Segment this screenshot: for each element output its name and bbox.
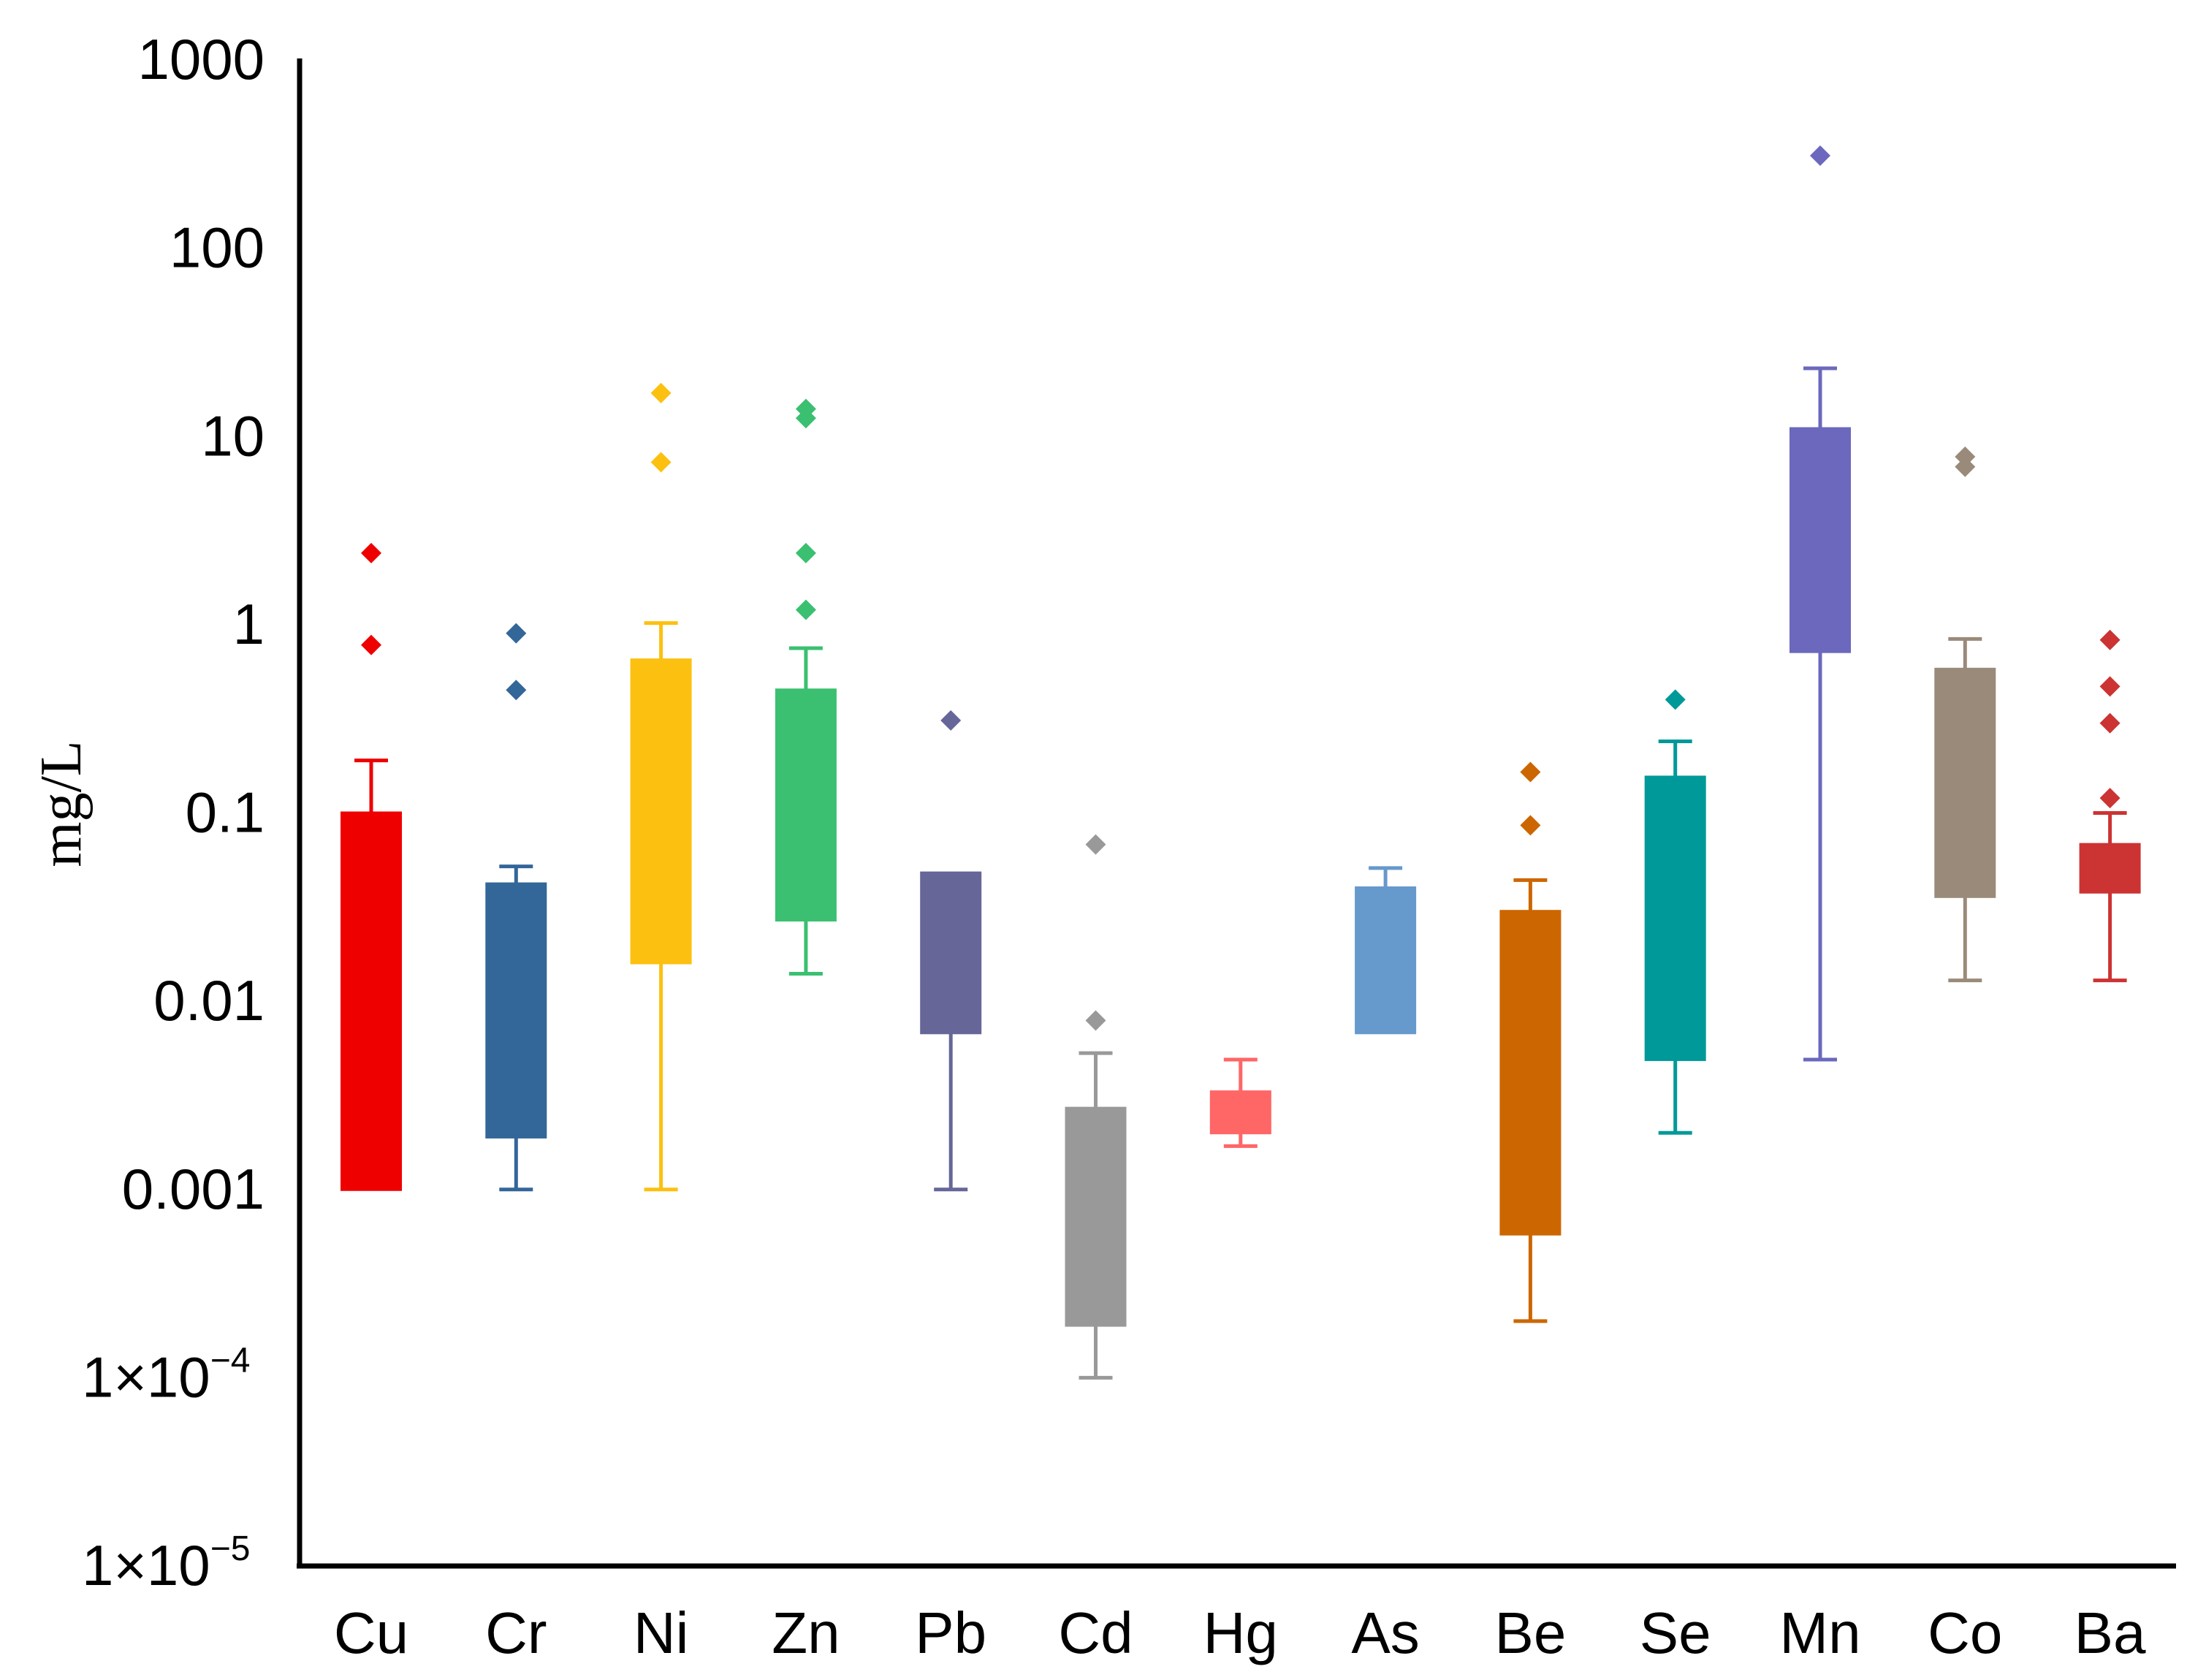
box-iqr: [1355, 886, 1417, 1035]
x-tick-label-co: Co: [1928, 1600, 2002, 1665]
outlier-point: [2099, 712, 2121, 734]
outlier-point: [2099, 788, 2121, 809]
box-iqr: [1499, 910, 1562, 1236]
box-iqr: [920, 871, 982, 1035]
outlier-point: [2099, 676, 2121, 697]
box-iqr: [2079, 843, 2141, 894]
box-ni: [630, 382, 692, 1192]
outlier-point: [506, 623, 527, 644]
box-ba: [2079, 629, 2141, 983]
outlier-point: [1085, 1010, 1106, 1031]
x-tick-label-pb: Pb: [915, 1600, 986, 1665]
box-se: [1644, 689, 1706, 1135]
outlier-point: [361, 634, 381, 655]
box-iqr: [1644, 775, 1706, 1061]
box-as: [1355, 866, 1417, 1035]
outlier-point: [1520, 761, 1541, 783]
box-iqr: [341, 811, 402, 1191]
outlier-point: [795, 408, 816, 429]
plot-area: [341, 145, 2141, 1380]
y-tick-label: 0.01: [153, 968, 265, 1033]
y-tick-label: 0.001: [122, 1157, 265, 1221]
box-iqr: [775, 688, 837, 921]
y-axis-title: mg/L: [29, 740, 94, 867]
box-mn: [1789, 145, 1851, 1062]
box-hg: [1209, 1057, 1271, 1148]
outlier-point: [1665, 689, 1686, 710]
x-tick-label-as: As: [1351, 1600, 1419, 1665]
box-iqr: [1209, 1090, 1271, 1135]
outlier-point: [650, 452, 672, 473]
y-tick-label: 1×10−5: [82, 1529, 250, 1597]
x-tick-label-cr: Cr: [485, 1600, 547, 1665]
box-pb: [920, 710, 982, 1192]
x-tick-label-hg: Hg: [1203, 1600, 1278, 1665]
y-axis-ticks: 1000 100 10 1 0.1 0.01 0.001 1×10−4 1×10−5: [82, 27, 265, 1597]
outlier-point: [795, 542, 816, 563]
outlier-point: [2099, 629, 2121, 650]
outlier-point: [361, 542, 381, 563]
x-tick-label-cu: Cu: [334, 1600, 408, 1665]
y-tick-label: 0.1: [186, 780, 265, 845]
box-iqr: [1065, 1106, 1127, 1327]
box-iqr: [1789, 427, 1851, 653]
x-tick-label-ni: Ni: [634, 1600, 689, 1665]
box-be: [1499, 761, 1562, 1323]
outlier-point: [1955, 456, 1976, 477]
outlier-point: [940, 710, 962, 731]
x-tick-label-mn: Mn: [1779, 1600, 1860, 1665]
x-tick-label-cd: Cd: [1058, 1600, 1133, 1665]
outlier-point: [795, 599, 816, 620]
box-cd: [1065, 834, 1127, 1380]
x-tick-label-be: Be: [1494, 1600, 1566, 1665]
outlier-point: [650, 382, 672, 403]
outlier-point: [1520, 815, 1541, 836]
y-tick-label: 1: [233, 592, 265, 656]
y-tick-label: 10: [201, 403, 265, 468]
x-tick-label-zn: Zn: [772, 1600, 840, 1665]
box-cu: [341, 542, 402, 1191]
y-tick-label: 1000: [137, 27, 265, 91]
outlier-point: [506, 680, 527, 701]
x-tick-label-se: Se: [1640, 1600, 1711, 1665]
outlier-point: [1085, 834, 1106, 855]
outlier-point: [1810, 145, 1830, 167]
box-co: [1934, 446, 1996, 983]
box-iqr: [630, 658, 692, 965]
x-tick-label-ba: Ba: [2074, 1600, 2146, 1665]
box-iqr: [485, 882, 547, 1139]
x-axis-categories: Cu Cr Ni Zn Pb Cd Hg As Be Se Mn Co Ba: [334, 1600, 2146, 1665]
y-tick-label: 1×10−4: [82, 1341, 250, 1409]
box-iqr: [1934, 667, 1996, 898]
y-tick-label: 100: [170, 216, 265, 280]
box-zn: [775, 398, 837, 976]
box-cr: [485, 623, 547, 1192]
